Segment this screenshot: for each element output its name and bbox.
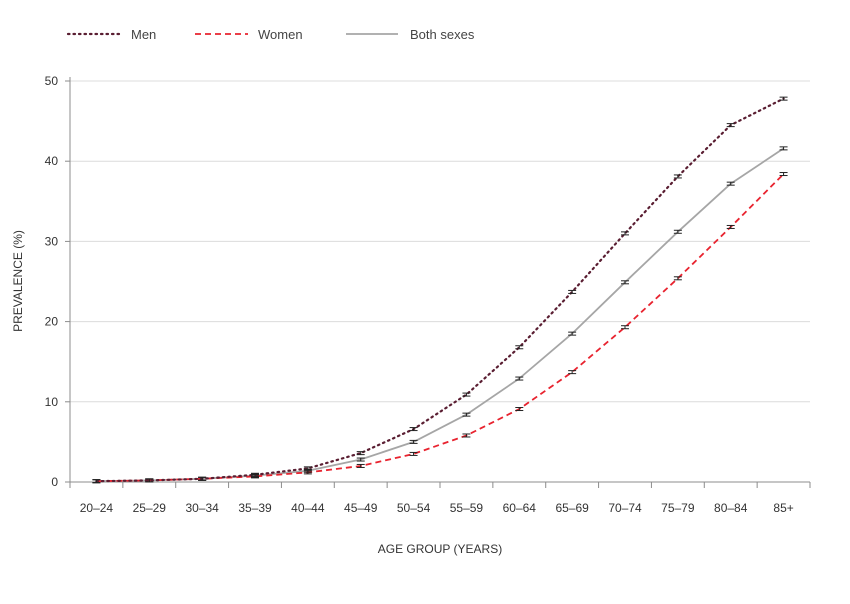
y-tick-label: 30 [45,234,59,248]
legend-label-women: Women [258,27,303,42]
x-tick-label: 50–54 [397,501,431,515]
data-point-men [462,392,471,397]
x-tick-label: 85+ [773,501,793,515]
data-point-men [356,451,365,456]
axes: 0 10 20 30 40 50 20–24 25–29 30–34 35–39 40–44 45–4… [45,74,811,515]
data-point-both-sexes [621,280,629,285]
y-axis-title: PREVALENCE (%) [11,230,25,332]
data-point-both-sexes [779,146,788,151]
data-point-women [673,276,682,281]
data-point-men [515,345,524,350]
data-point-both-sexes [303,468,312,473]
data-point-men [621,231,629,236]
legend-label-men: Men [131,27,156,42]
data-point-women [356,463,365,468]
y-tick-label: 50 [45,74,59,88]
x-tick-label: 35–39 [238,501,272,515]
data-point-women [621,325,629,330]
y-tick-label: 40 [45,154,59,168]
x-tick-label: 55–59 [450,501,484,515]
data-point-both-sexes [356,457,365,462]
data-point-both-sexes [462,412,471,417]
y-tick-label: 10 [45,395,59,409]
data-point-both-sexes [726,181,735,186]
data-point-men [673,174,682,179]
series-line-women [96,173,785,483]
series-line-men [95,97,785,483]
series-lines [95,97,785,483]
data-point-women [568,370,577,375]
data-point-both-sexes [673,229,682,234]
data-point-both-sexes [145,478,154,483]
data-point-men [726,123,735,128]
x-tick-label: 65–69 [555,501,589,515]
x-tick-label: 20–24 [80,501,114,515]
x-tick-label: 75–79 [661,501,695,515]
series-line-both-sexes [96,147,785,483]
x-tick-label: 80–84 [714,501,748,515]
legend-label-both-sexes: Both sexes [410,27,475,42]
data-point-both-sexes [92,479,101,484]
y-tick-label: 20 [45,315,59,329]
x-tick-label: 25–29 [133,501,167,515]
gridlines [70,80,810,403]
x-tick-label: 70–74 [608,501,642,515]
x-tick-label: 40–44 [291,501,325,515]
x-tick-label: 45–49 [344,501,378,515]
data-point-men [409,427,418,432]
data-point-men [779,96,788,101]
error-bars [92,96,788,484]
data-point-women [462,433,471,438]
data-point-women [779,172,788,177]
data-point-both-sexes [409,439,418,444]
x-axis-title: AGE GROUP (YEARS) [378,542,502,556]
data-point-women [515,407,524,412]
y-tick-label: 0 [51,475,58,489]
data-point-both-sexes [198,476,207,481]
data-point-both-sexes [251,473,259,478]
legend: Men Women Both sexes [66,27,475,42]
x-tick-label: 60–64 [503,501,537,515]
data-point-men [568,289,577,294]
data-point-both-sexes [515,376,524,381]
x-tick-label: 30–34 [185,501,219,515]
data-point-women [409,451,418,456]
data-point-both-sexes [568,331,577,336]
data-point-women [726,224,735,229]
